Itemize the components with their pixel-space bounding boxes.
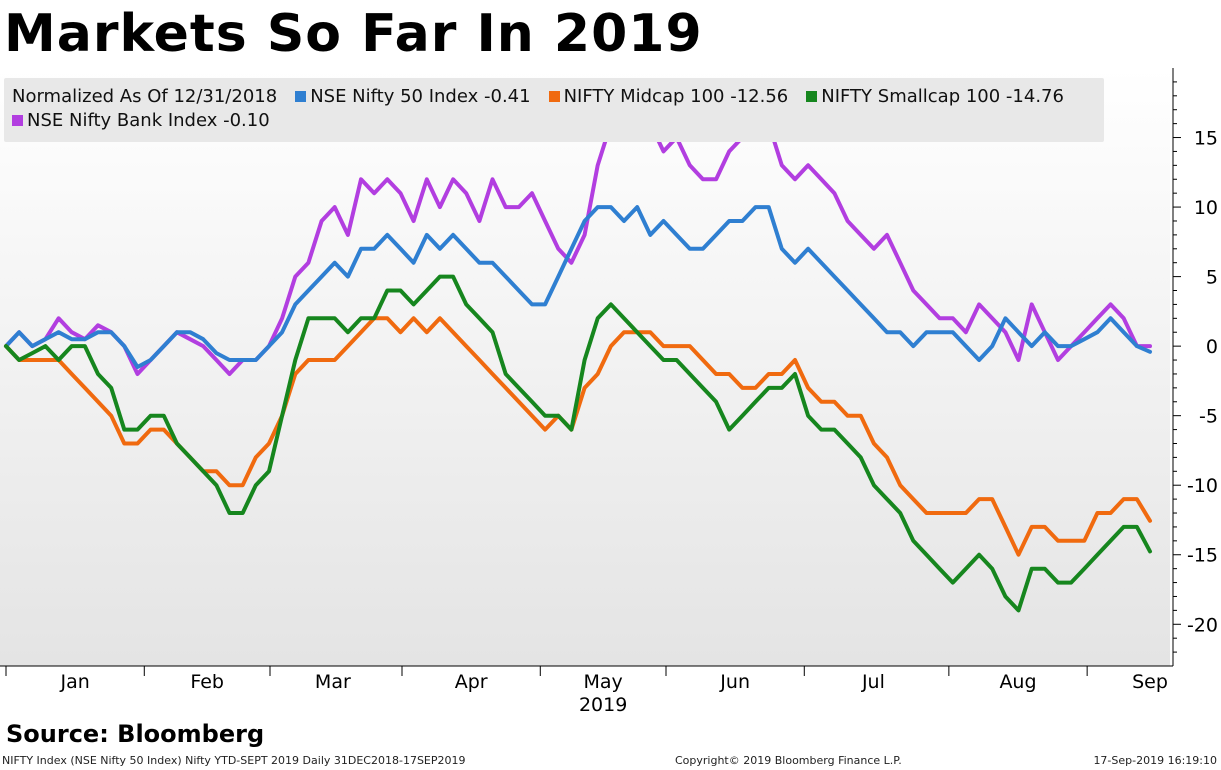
footer-copyright: Copyright© 2019 Bloomberg Finance L.P. (675, 754, 902, 767)
y-tick-label: 10 (1194, 197, 1218, 219)
legend-swatch (548, 91, 560, 102)
x-tick-label: Apr (455, 671, 488, 693)
x-tick-label: Jun (719, 671, 750, 693)
y-tick-label: -15 (1187, 545, 1218, 567)
x-tick-label: Sep (1132, 671, 1168, 693)
legend-entry-midcap: NIFTY Midcap 100 -12.56 (548, 86, 788, 107)
x-tick-label: Jul (861, 671, 885, 693)
y-tick-label: -5 (1199, 406, 1218, 428)
legend-entry-bank: NSE Nifty Bank Index -0.10 (12, 110, 270, 131)
footer-left: NIFTY Index (NSE Nifty 50 Index) Nifty Y… (2, 754, 466, 767)
x-tick-label: Mar (315, 671, 351, 693)
x-tick-label: Aug (999, 671, 1036, 693)
chart-title: Markets So Far In 2019 (4, 4, 703, 64)
legend-entry-nifty50: NSE Nifty 50 Index -0.41 (295, 86, 531, 107)
footer-bar: NIFTY Index (NSE Nifty 50 Index) Nifty Y… (0, 752, 1221, 770)
legend-prefix: Normalized As Of 12/31/2018 (12, 86, 278, 107)
series-line-nifty-smallcap-100 (4, 274, 1152, 613)
source-note: Source: Bloomberg (6, 720, 265, 748)
line-chart: 15 10 5 0 -5 -10 -15 -20 Jan Feb Mar Apr May Jun Jul Au… (0, 68, 1218, 716)
legend-swatch (12, 115, 23, 126)
legend-row-1: Normalized As Of 12/31/2018 NSE Nifty 50… (12, 86, 1082, 107)
y-tick-label: -20 (1187, 614, 1218, 636)
x-tick-label: May (584, 671, 623, 693)
y-tick-label: 15 (1194, 128, 1218, 150)
chart-area: 15 10 5 0 -5 -10 -15 -20 Jan Feb Mar Apr May Jun Jul Au… (0, 68, 1221, 718)
legend-row-2: NSE Nifty Bank Index -0.10 (12, 110, 288, 131)
x-tick-label: Jan (59, 671, 89, 693)
series-line-nse-nifty-50-index (4, 205, 1152, 369)
y-tick-label: -10 (1187, 475, 1218, 497)
legend-swatch (295, 91, 307, 102)
y-tick-label: 0 (1206, 336, 1218, 358)
x-year-label: 2019 (579, 694, 627, 716)
footer-timestamp: 17-Sep-2019 16:19:10 (1093, 754, 1217, 767)
legend-entry-smallcap: NIFTY Smallcap 100 -14.76 (806, 86, 1064, 107)
legend: Normalized As Of 12/31/2018 NSE Nifty 50… (4, 78, 1104, 142)
legend-swatch (806, 91, 818, 102)
y-tick-label: 5 (1206, 267, 1218, 289)
x-tick-label: Feb (190, 671, 224, 693)
series-line-nse-nifty-bank-index (4, 121, 1152, 376)
